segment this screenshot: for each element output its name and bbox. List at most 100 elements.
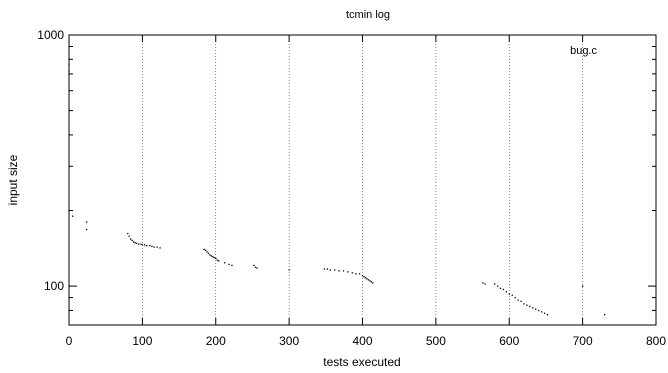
data-point: [207, 252, 210, 255]
x-tick-label: 700: [573, 334, 593, 348]
data-point: [256, 267, 258, 269]
data-point: [326, 268, 328, 270]
data-point: [153, 246, 155, 248]
y-tick-label: 1000: [37, 28, 64, 42]
data-point: [209, 254, 211, 256]
y-axis-label: input size: [6, 154, 20, 205]
data-point: [231, 264, 233, 267]
data-point: [128, 235, 130, 237]
data-point: [361, 275, 364, 277]
data-point: [146, 244, 148, 247]
data-point: [535, 308, 537, 310]
data-point: [134, 242, 136, 244]
data-point: [127, 232, 129, 235]
data-point: [582, 285, 584, 287]
data-point: [323, 268, 326, 270]
grid-layer: [142, 35, 583, 325]
legend-label-bug-c: bug.c: [570, 45, 597, 57]
data-point: [68, 64, 70, 66]
data-point: [520, 300, 522, 302]
data-points: [68, 58, 606, 316]
data-point: [540, 311, 543, 313]
data-point: [372, 282, 374, 284]
x-tick-label: 300: [279, 334, 299, 348]
data-point: [543, 312, 546, 314]
data-point: [355, 273, 357, 275]
data-point: [334, 269, 336, 271]
data-point: [143, 244, 146, 246]
data-point: [514, 296, 516, 299]
data-point: [151, 245, 153, 248]
data-point: [499, 287, 502, 290]
x-tick-label: 800: [646, 334, 666, 348]
data-point: [156, 246, 158, 248]
data-point: [546, 314, 549, 316]
data-point: [68, 58, 70, 61]
data-point: [159, 247, 161, 249]
data-point: [212, 256, 214, 258]
x-tick-label: 600: [499, 334, 519, 348]
data-point: [493, 283, 496, 285]
data-point: [68, 73, 70, 75]
data-point: [206, 251, 208, 253]
data-point: [532, 307, 534, 309]
data-point: [482, 282, 484, 284]
data-point: [369, 280, 371, 282]
data-point: [347, 271, 349, 273]
data-point: [370, 281, 373, 283]
data-point: [213, 256, 215, 259]
data-point: [86, 221, 88, 223]
data-point: [363, 276, 365, 278]
data-point: [149, 244, 151, 247]
x-axis-label: tests executed: [323, 355, 400, 369]
data-point: [496, 285, 499, 287]
data-point: [218, 260, 220, 262]
data-point: [342, 270, 345, 272]
data-point: [366, 278, 368, 280]
data-point: [484, 283, 486, 285]
data-point: [131, 239, 133, 242]
data-point: [604, 314, 606, 316]
x-tick-label: 500: [426, 334, 446, 348]
data-point: [364, 277, 367, 279]
x-tick-label: 100: [132, 334, 152, 348]
data-point: [329, 269, 331, 271]
data-point: [505, 291, 508, 293]
x-axis-ticks: 0 100 200 300 400 500 600 700 800: [66, 35, 666, 348]
x-tick-label: 0: [66, 334, 73, 348]
data-point: [130, 238, 132, 240]
data-point: [253, 264, 255, 267]
data-point: [511, 294, 513, 296]
data-point: [538, 309, 540, 312]
data-point: [68, 70, 70, 72]
y-axis-ticks: 100 1000: [37, 28, 656, 326]
data-point: [288, 269, 290, 271]
data-point: [338, 270, 340, 272]
data-point: [216, 259, 218, 261]
y-tick-label: 100: [44, 279, 64, 293]
data-point: [367, 279, 370, 281]
data-point: [215, 257, 217, 260]
data-point: [140, 243, 142, 245]
data-point: [502, 288, 505, 291]
data-point: [135, 242, 138, 245]
data-point: [254, 266, 257, 268]
data-point: [203, 248, 205, 251]
data-point: [529, 305, 531, 308]
data-point: [351, 272, 353, 274]
x-tick-label: 200: [206, 334, 226, 348]
data-point: [358, 273, 361, 275]
data-point: [223, 262, 226, 264]
data-point: [132, 241, 135, 243]
data-point: [72, 215, 74, 217]
x-tick-label: 400: [352, 334, 372, 348]
data-point: [86, 228, 88, 231]
chart-title: tcmin log: [346, 9, 390, 21]
data-point: [517, 299, 519, 301]
data-point: [141, 244, 144, 246]
data-point: [523, 303, 525, 305]
data-point: [508, 293, 510, 295]
data-point: [526, 304, 528, 306]
